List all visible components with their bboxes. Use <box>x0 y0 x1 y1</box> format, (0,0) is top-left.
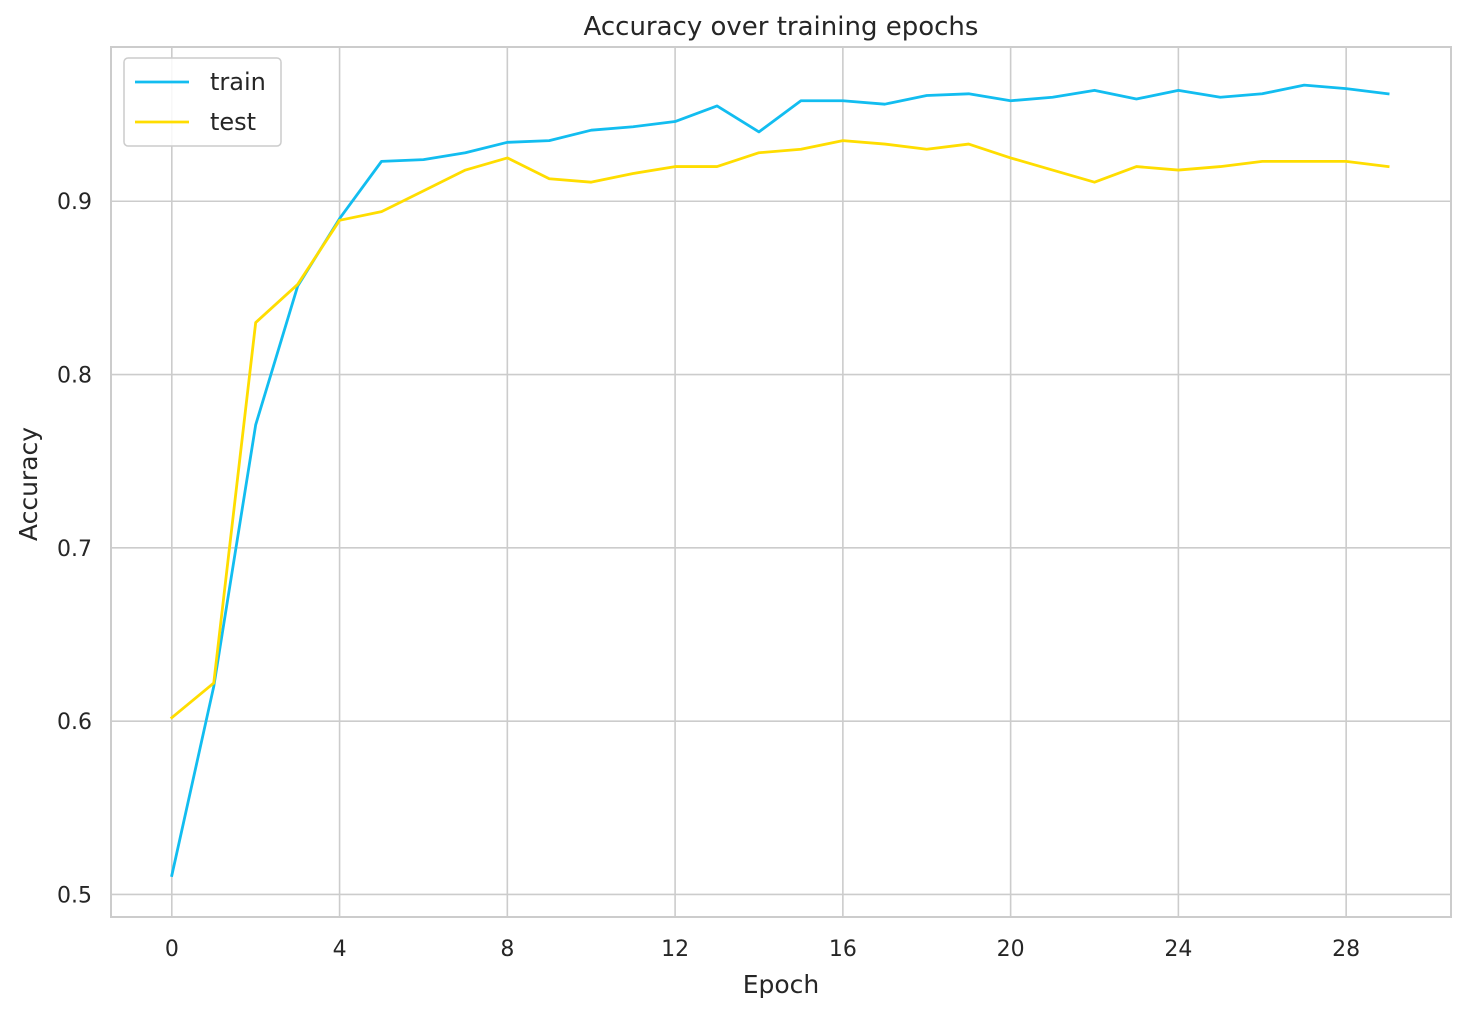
plot-frame <box>110 46 1452 918</box>
y-tick-label: 0.9 <box>57 190 92 215</box>
y-tick-label: 0.5 <box>57 883 92 908</box>
grid <box>111 47 1451 917</box>
legend-label-train: train <box>210 68 266 96</box>
y-axis-label: Accuracy <box>14 427 43 541</box>
x-axis-label: Epoch <box>743 970 820 999</box>
y-axis-ticks: 0.5 0.6 0.7 0.8 0.9 <box>57 190 92 908</box>
legend-box <box>123 57 282 147</box>
x-tick-label: 24 <box>1164 937 1192 962</box>
x-tick-label: 20 <box>997 937 1025 962</box>
legend: train test <box>123 57 282 147</box>
x-tick-label: 4 <box>333 937 347 962</box>
chart-title: Accuracy over training epochs <box>584 12 979 42</box>
series-layer <box>169 83 1390 878</box>
x-tick-label: 28 <box>1332 937 1360 962</box>
x-axis-ticks: 0 4 8 12 16 20 24 28 <box>165 937 1360 962</box>
legend-label-test: test <box>210 108 256 136</box>
y-tick-label: 0.6 <box>57 710 92 735</box>
x-tick-label: 12 <box>661 937 689 962</box>
series-line-train <box>170 83 1390 878</box>
y-tick-label: 0.7 <box>57 537 92 562</box>
x-tick-label: 16 <box>829 937 857 962</box>
y-tick-label: 0.8 <box>57 364 92 389</box>
series-line-test <box>169 139 1390 720</box>
x-tick-label: 8 <box>500 937 514 962</box>
x-tick-label: 0 <box>165 937 179 962</box>
